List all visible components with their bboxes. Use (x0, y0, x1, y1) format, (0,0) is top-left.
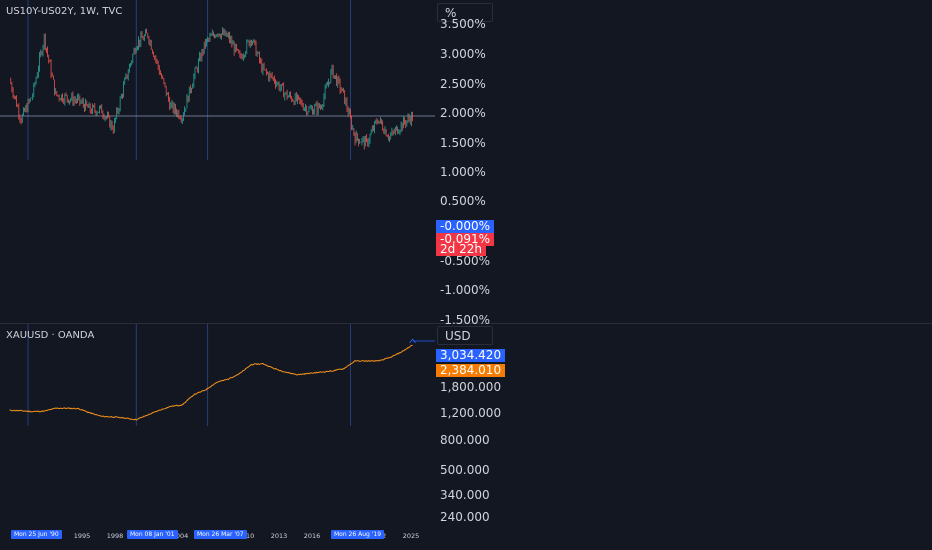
top-y-tick-label: 1.000% (440, 165, 486, 179)
bottom-unit-button[interactable]: USD (437, 326, 493, 345)
bottom-y-tick-label: 500.000 (440, 463, 490, 477)
bottom-y-tick-label: 340.000 (440, 488, 490, 502)
top-y-tick-label: 2.500% (440, 77, 486, 91)
bottom-y-tick-label: 800.000 (440, 433, 490, 447)
bottom-other-badge: 2,384.010 (436, 364, 506, 377)
bottom-y-tick-label: 240.000 (440, 510, 490, 524)
bottom-pane-title[interactable]: XAUUSD · OANDA (6, 330, 95, 341)
top-countdown-badge: 2d 22h (436, 243, 486, 256)
x-tick-label: 2016 (303, 532, 321, 540)
top-unit-button[interactable]: % (437, 3, 493, 22)
x-tick-label: 2025 (402, 532, 420, 540)
x-date-marker: Mon 25 Jun '90 (11, 530, 62, 539)
top-close-badge: -0.091% (436, 233, 495, 246)
x-tick-label: 2004 (171, 532, 189, 540)
top-y-tick-label: 3.500% (440, 17, 486, 31)
top-y-tick-label: 0.500% (440, 194, 486, 208)
top-y-tick-label: 1.500% (440, 136, 486, 150)
top-y-tick-label: -1.000% (440, 283, 491, 297)
top-pane-title[interactable]: US10Y-US02Y, 1W, TVC (6, 6, 123, 17)
bottom-y-tick-label: 1,200.000 (440, 406, 502, 420)
top-y-tick-label: 2.000% (440, 106, 486, 120)
gold-last-arrow (409, 338, 416, 344)
x-date-marker: Mon 08 Jan '01 (127, 530, 178, 539)
x-tick-label: 1998 (106, 532, 124, 540)
gold-price-line (9, 344, 413, 421)
x-tick-label: 2013 (270, 532, 288, 540)
top-y-tick-label: -0.500% (440, 254, 491, 268)
top-y-tick-label: 3.000% (440, 47, 486, 61)
bottom-current-badge: 3,034.420 (436, 349, 506, 362)
x-tick-label: 1995 (73, 532, 91, 540)
top-y-tick-label: -1.500% (440, 313, 491, 327)
top-current-badge: -0.000% (436, 220, 495, 233)
x-date-marker: Mon 26 Aug '19 (331, 530, 385, 539)
x-date-marker: Mon 26 Mar '07 (194, 530, 247, 539)
bottom-y-tick-label: 1,800.000 (440, 380, 502, 394)
